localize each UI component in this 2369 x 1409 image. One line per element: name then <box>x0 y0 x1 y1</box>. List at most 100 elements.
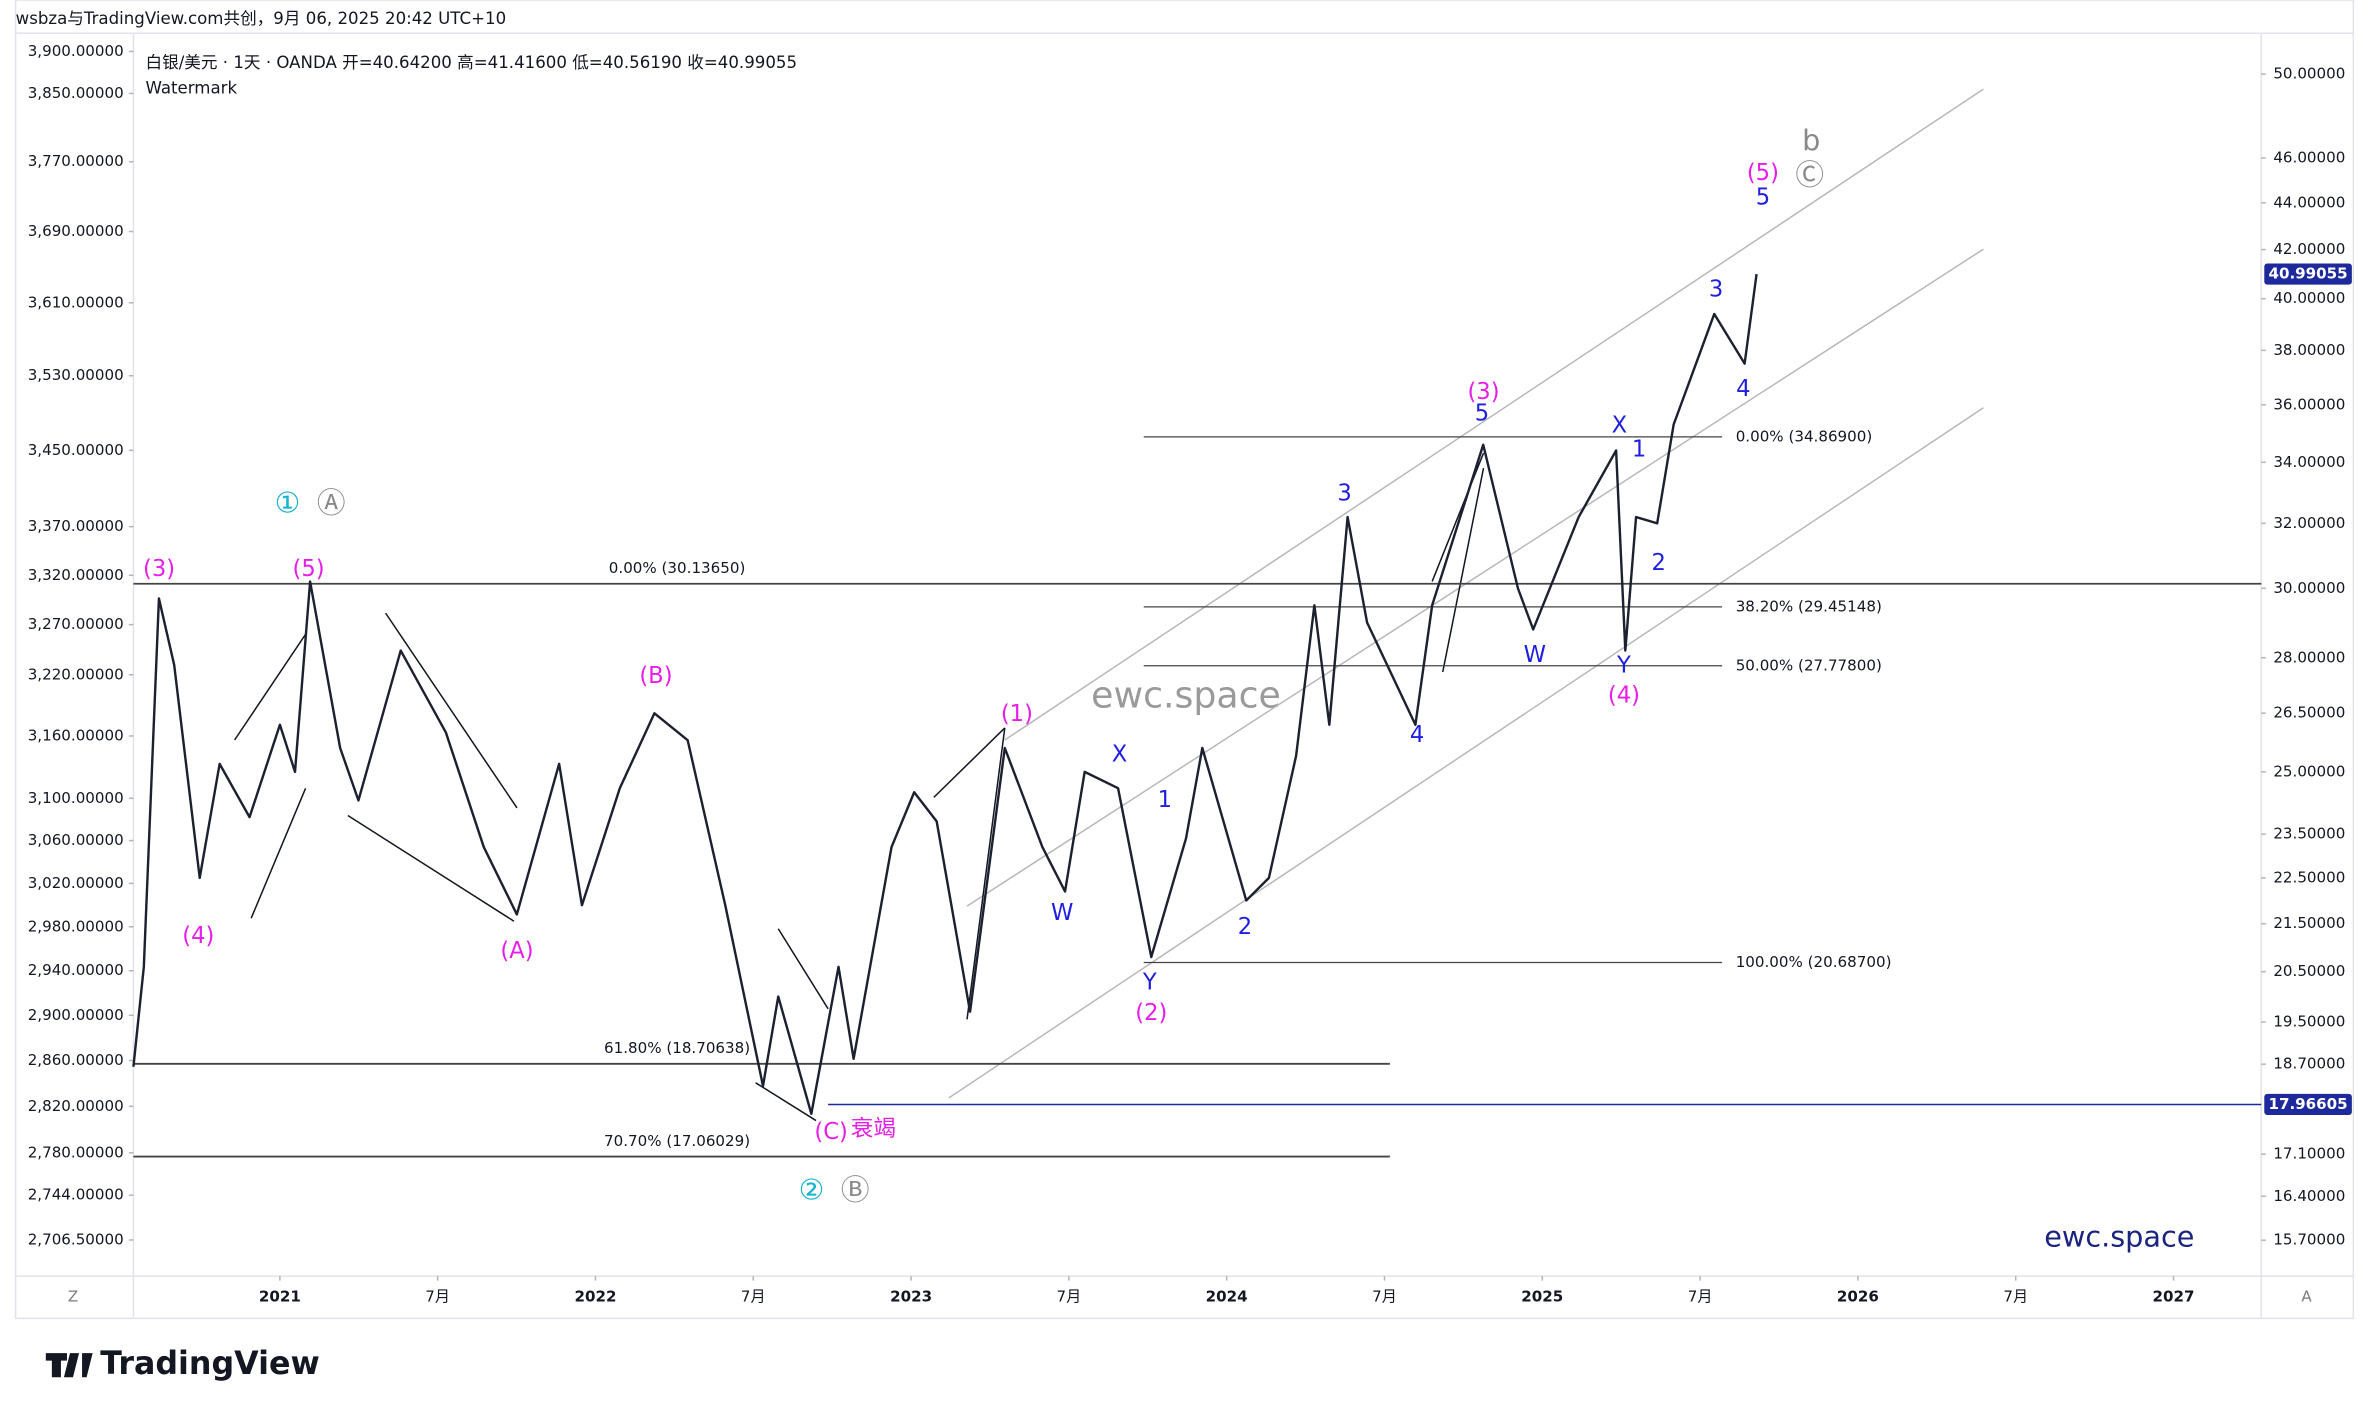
trendline <box>777 928 829 1010</box>
channel <box>948 88 1984 1099</box>
price-line <box>132 273 1758 1115</box>
axis-button[interactable]: Z <box>68 1288 78 1306</box>
wave-label: Ⓒ <box>1795 158 1824 192</box>
y2-tick-label: 18.70000 <box>2273 1055 2345 1073</box>
y2-tick-label: 26.50000 <box>2273 704 2345 722</box>
channel-line <box>1004 88 1984 741</box>
axis-button[interactable]: A <box>2301 1288 2312 1306</box>
trendline <box>966 727 1006 1020</box>
x-tick-label: 7月 <box>741 1288 766 1306</box>
trendline <box>233 633 307 741</box>
wave-label: 2 <box>1651 550 1665 576</box>
y-tick-label: 3,320.00000 <box>28 566 124 584</box>
wave-label: 衰竭 <box>851 1116 896 1142</box>
wave-label: (3) <box>143 556 175 582</box>
fib-label: 0.00% (30.13650) <box>609 559 746 577</box>
wave-label: 5 <box>1475 400 1489 426</box>
y-tick-label: 2,980.00000 <box>28 917 124 935</box>
price-box-label: 17.96605 <box>2268 1095 2347 1113</box>
y2-tick-label: 25.00000 <box>2273 762 2345 780</box>
fib-label: 0.00% (34.86900) <box>1736 427 1873 445</box>
brand-logo <box>45 1353 93 1378</box>
y2-tick-label: 36.00000 <box>2273 395 2345 413</box>
x-tick-label: 2022 <box>574 1288 616 1306</box>
subtitle: Watermark <box>145 79 237 98</box>
fib-label: 38.20% (29.45148) <box>1736 597 1882 615</box>
wave-label: W <box>1524 642 1546 668</box>
wave-label: 1 <box>1632 437 1646 463</box>
wave-label: (5) <box>293 556 325 582</box>
trendline <box>933 727 1006 798</box>
wave-label: W <box>1051 900 1073 926</box>
y-tick-label: 3,060.00000 <box>28 831 124 849</box>
fib-label: 50.00% (27.77800) <box>1736 656 1882 674</box>
drawings <box>233 452 1485 1122</box>
y2-tick-label: 50.00000 <box>2273 65 2345 83</box>
x-tick-label: 2023 <box>890 1288 932 1306</box>
y2-tick-label: 38.00000 <box>2273 341 2345 359</box>
channel-line <box>948 407 1984 1099</box>
wave-label: ① <box>275 485 301 519</box>
y-tick-label: 2,706.50000 <box>28 1230 124 1248</box>
y-tick-label: 3,160.00000 <box>28 726 124 744</box>
trendline <box>755 1082 817 1122</box>
wave-label: (3) <box>1467 379 1499 405</box>
x-tick-label: 7月 <box>1688 1288 1713 1306</box>
y2-tick-label: 40.00000 <box>2273 289 2345 307</box>
wave-label: ② <box>799 1173 825 1207</box>
y2-tick-label: 19.50000 <box>2273 1012 2345 1030</box>
y2-tick-label: 32.00000 <box>2273 514 2345 532</box>
y-tick-label: 3,270.00000 <box>28 615 124 633</box>
watermark: ewc.space <box>2044 1219 2194 1253</box>
wave-label: 3 <box>1337 480 1351 506</box>
x-tick-label: 7月 <box>425 1288 450 1306</box>
y-tick-label: 2,744.00000 <box>28 1186 124 1204</box>
y-tick-label: 3,530.00000 <box>28 366 124 384</box>
y-tick-label: 3,020.00000 <box>28 874 124 892</box>
trendline <box>347 814 515 922</box>
wave-label: (4) <box>1608 683 1640 709</box>
wave-label: 4 <box>1410 722 1424 748</box>
legend: 白银/美元 · 1天 · OANDA 开=40.64200 高=41.41600… <box>145 53 797 72</box>
wave-label: 4 <box>1736 376 1750 402</box>
y2-tick-label: 34.00000 <box>2273 453 2345 471</box>
channel-line <box>966 248 1984 907</box>
x-tick-label: 2024 <box>1206 1288 1248 1306</box>
y-tick-label: 2,780.00000 <box>28 1143 124 1161</box>
price-box <box>2264 1093 2352 1116</box>
y2-tick-label: 23.50000 <box>2273 825 2345 843</box>
wave-label: Ⓐ <box>317 485 346 519</box>
y-tick-label: 3,220.00000 <box>28 665 124 683</box>
wave-label: 1 <box>1158 787 1172 813</box>
y2-tick-label: 17.10000 <box>2273 1145 2345 1163</box>
y2-tick-label: 46.00000 <box>2273 149 2345 167</box>
fib-label: 100.00% (20.68700) <box>1736 953 1892 971</box>
wave-label: 3 <box>1709 276 1723 302</box>
y2-tick-label: 44.00000 <box>2273 193 2345 211</box>
wave-label: b <box>1802 123 1820 157</box>
x-tick-label: 2025 <box>1521 1288 1563 1306</box>
y2-tick-label: 30.00000 <box>2273 579 2345 597</box>
y-tick-label: 2,860.00000 <box>28 1051 124 1069</box>
x-tick-label: 2026 <box>1837 1288 1879 1306</box>
wave-label: (B) <box>639 663 672 689</box>
y-tick-label: 2,820.00000 <box>28 1097 124 1115</box>
wave-label: Ⓑ <box>841 1173 870 1207</box>
y-tick-label: 3,610.00000 <box>28 293 124 311</box>
y-tick-label: 3,370.00000 <box>28 517 124 535</box>
brand: TradingView <box>100 1346 320 1382</box>
fib-label: 61.80% (18.70638) <box>604 1039 750 1057</box>
wave-label: Y <box>1616 652 1631 678</box>
last-price-box <box>2264 263 2352 285</box>
x-tick-label: 2021 <box>259 1288 301 1306</box>
wave-label: (4) <box>182 923 214 949</box>
wave-label: (C) <box>814 1119 847 1145</box>
y-tick-label: 3,900.00000 <box>28 42 124 60</box>
watermark: ewc.space <box>1091 674 1281 717</box>
y-tick-label: 2,900.00000 <box>28 1006 124 1024</box>
trendline <box>384 612 518 809</box>
y-tick-label: 3,450.00000 <box>28 441 124 459</box>
y-tick-label: 3,850.00000 <box>28 84 124 102</box>
trendline <box>250 788 307 919</box>
wave-label: (1) <box>1001 701 1033 727</box>
